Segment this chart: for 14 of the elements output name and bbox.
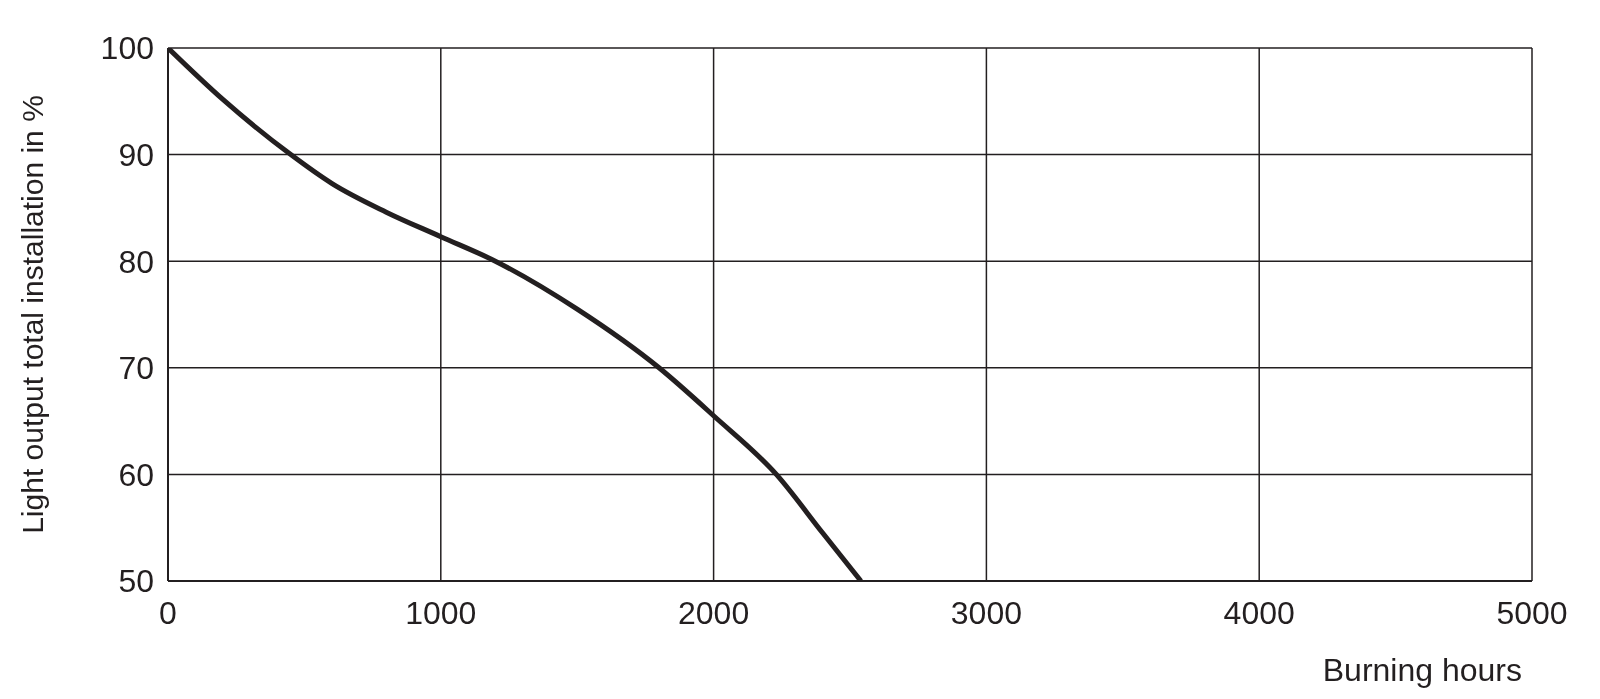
x-axis-title: Burning hours [1322,652,1522,688]
y-tick-label: 90 [118,136,154,173]
x-tick-label: 4000 [1223,594,1295,631]
y-tick-label: 50 [118,563,154,600]
y-tick-label: 80 [118,243,154,280]
x-tick-label: 5000 [1496,594,1568,631]
x-tick-label: 1000 [405,594,477,631]
y-tick-label: 60 [118,456,154,493]
x-tick-label: 3000 [950,594,1022,631]
y-axis-title: Light output total installation in % [15,95,49,534]
y-tick-label: 100 [100,30,154,67]
x-tick-label: 2000 [678,594,750,631]
y-tick-label: 70 [118,350,154,387]
x-tick-label: 0 [159,594,177,631]
